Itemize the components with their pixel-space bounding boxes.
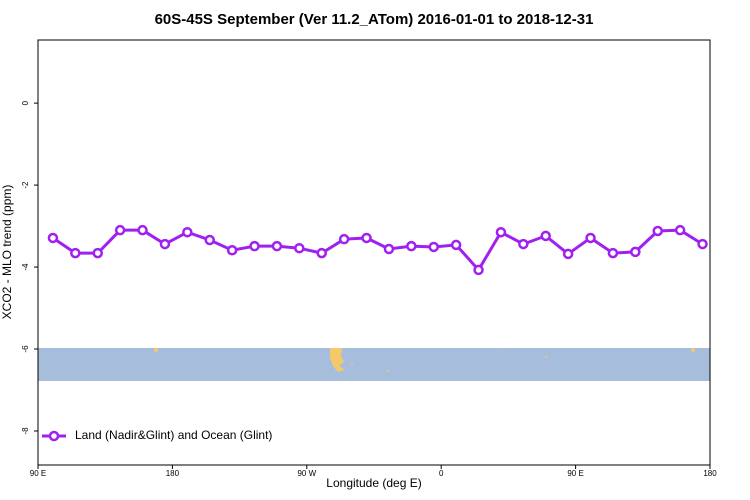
chart-title: 60S-45S September (Ver 11.2_ATom) 2016-0… xyxy=(155,11,594,28)
legend-label: Land (Nadir&Glint) and Ocean (Glint) xyxy=(75,428,272,442)
point xyxy=(226,244,238,256)
y-axis-label: XCO2 - MLO trend (ppm) xyxy=(0,185,14,320)
point xyxy=(114,224,126,236)
x-tick-label: 0 xyxy=(439,469,444,478)
point xyxy=(428,241,439,253)
y-tick-label: -4 xyxy=(21,263,30,271)
point xyxy=(495,226,507,238)
point xyxy=(697,238,708,250)
point xyxy=(383,243,395,255)
point xyxy=(316,247,327,259)
point xyxy=(70,247,81,259)
point xyxy=(47,232,59,244)
x-tick-label: 90 W xyxy=(297,469,316,478)
point xyxy=(137,224,148,236)
point xyxy=(182,226,193,238)
point xyxy=(204,234,215,246)
x-tick-label: 90 E xyxy=(567,469,583,478)
point xyxy=(294,242,305,254)
plot-frame xyxy=(37,39,711,466)
land-specks xyxy=(154,348,695,372)
point xyxy=(518,238,529,250)
point xyxy=(674,224,686,236)
point xyxy=(585,232,596,244)
legend: Land (Nadir&Glint) and Ocean (Glint) xyxy=(42,428,272,442)
legend-marker xyxy=(48,430,60,442)
x-tick-label: 180 xyxy=(166,469,180,478)
point xyxy=(271,240,283,252)
series-line xyxy=(52,228,704,273)
y-tick-label: -8 xyxy=(21,427,30,435)
point xyxy=(92,247,103,259)
point xyxy=(652,225,663,237)
x-axis-label: Longitude (deg E) xyxy=(326,476,421,490)
point xyxy=(406,240,417,252)
point xyxy=(450,239,462,251)
map-band xyxy=(38,348,710,381)
x-tick-label: 180 xyxy=(703,469,717,478)
point xyxy=(630,246,641,258)
point xyxy=(562,248,574,260)
point xyxy=(338,233,350,245)
point xyxy=(159,238,171,250)
x-tick-label: 90 E xyxy=(30,469,46,478)
y-tick-label: 0 xyxy=(21,100,30,105)
point xyxy=(607,247,619,259)
point xyxy=(473,264,484,276)
y-tick-label: -6 xyxy=(21,345,30,353)
y-tick-label: -2 xyxy=(21,181,30,189)
point xyxy=(361,232,372,244)
point xyxy=(540,230,551,242)
point xyxy=(249,240,260,252)
